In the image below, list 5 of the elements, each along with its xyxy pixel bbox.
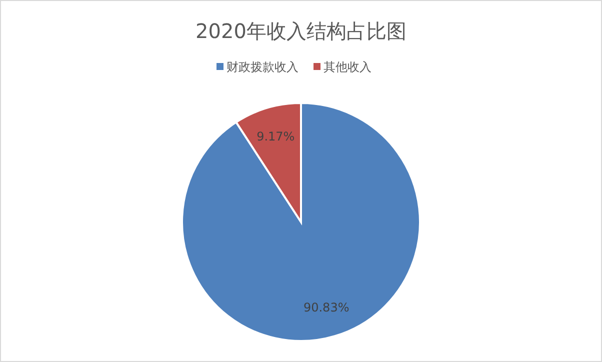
data-label: 9.17% bbox=[256, 129, 295, 144]
data-label: 90.83% bbox=[303, 300, 350, 315]
title: 2020年收入结构占比图 bbox=[196, 19, 406, 43]
legend-label: 财政拨款收入 bbox=[226, 60, 298, 74]
legend-label: 其他收入 bbox=[324, 60, 372, 74]
